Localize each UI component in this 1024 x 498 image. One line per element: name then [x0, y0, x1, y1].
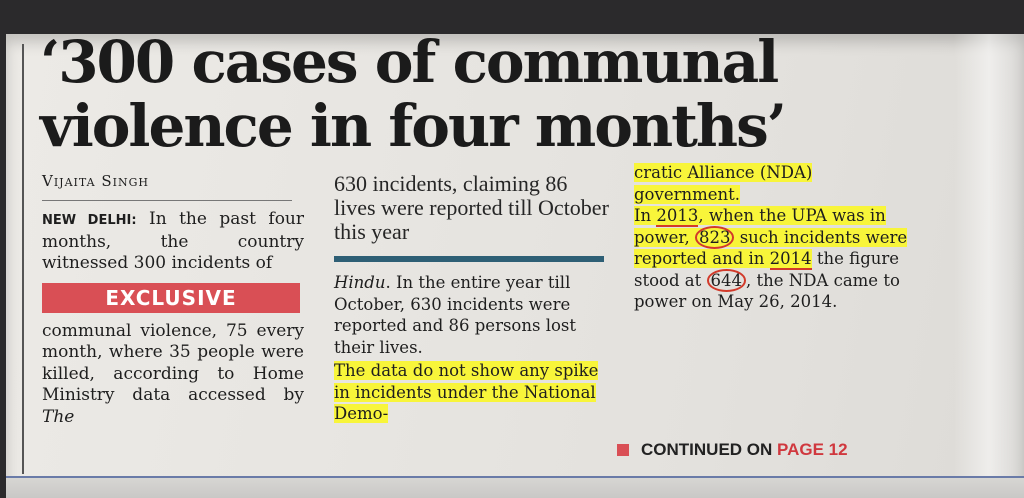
headline-line-2: violence in four months’	[40, 92, 787, 160]
count-644: 644	[706, 268, 746, 292]
continued-page: PAGE 12	[777, 440, 848, 459]
count-823: 823	[694, 225, 735, 249]
column-2-body: . In the entire year till October, 630 i…	[334, 273, 577, 357]
pull-quote-rule	[334, 256, 604, 262]
article-column-3: cratic Alliance (NDA) government. In 201…	[634, 162, 916, 313]
red-square-icon	[617, 444, 629, 456]
col3-text-c: the figure stood at	[634, 249, 900, 290]
year-2013: 2013	[656, 206, 699, 227]
continued-label: CONTINUED ON	[641, 440, 777, 459]
newspaper-page	[6, 34, 1024, 496]
column-3-text-b: In 2013, when the UPA was in power, 823 …	[634, 205, 916, 313]
exclusive-badge: EXCLUSIVE	[42, 282, 300, 313]
column-1-text-b: communal violence, 75 every month, where…	[42, 321, 304, 429]
year-2014: 2014	[769, 249, 812, 270]
bottom-strip	[6, 476, 1024, 498]
column-2-text-a: Hindu. In the entire year till October, …	[334, 272, 610, 358]
paper-fold-shading	[954, 34, 1024, 496]
continued-on-page: CONTINUED ON PAGE 12	[617, 440, 848, 460]
column-1-text-a: NEW DELHI: In the past four months, the …	[42, 209, 304, 275]
byline: Vijaita Singh	[42, 172, 149, 190]
highlighted-text-col3: cratic Alliance (NDA) government.	[634, 163, 813, 204]
byline-rule	[42, 200, 292, 201]
column-1-intro: In the past four months, the country wit…	[42, 209, 305, 273]
col3-text-b: such incidents were reported and in	[634, 227, 908, 269]
column-3-text-a: cratic Alliance (NDA) government.	[634, 162, 916, 205]
col3-text-a: , when the UPA was in power,	[634, 206, 886, 247]
left-column-rule	[22, 44, 24, 474]
publication-name: Hindu	[334, 273, 386, 292]
dateline: NEW DELHI:	[42, 213, 137, 228]
column-1-body: communal violence, 75 every month, where…	[42, 320, 304, 406]
column-1-italic: The	[42, 406, 75, 427]
column-2-text-b: The data do not show any spike in incide…	[334, 360, 610, 425]
article-column-2: 630 incidents, claiming 86 lives were re…	[334, 168, 610, 425]
highlighted-text-col3-b: In 2013, when the UPA was in power, 823 …	[634, 206, 908, 270]
article-column-1: Vijaita Singh NEW DELHI: In the past fou…	[42, 168, 304, 428]
pull-quote: 630 incidents, claiming 86 lives were re…	[334, 171, 609, 244]
col3-text-d: , the NDA came to power on May 26, 2014.	[634, 270, 900, 312]
headline-line-1: ‘300 cases of communal	[40, 28, 779, 96]
highlighted-text-col2: The data do not show any spike in incide…	[334, 361, 599, 423]
in-word: In	[634, 206, 657, 225]
